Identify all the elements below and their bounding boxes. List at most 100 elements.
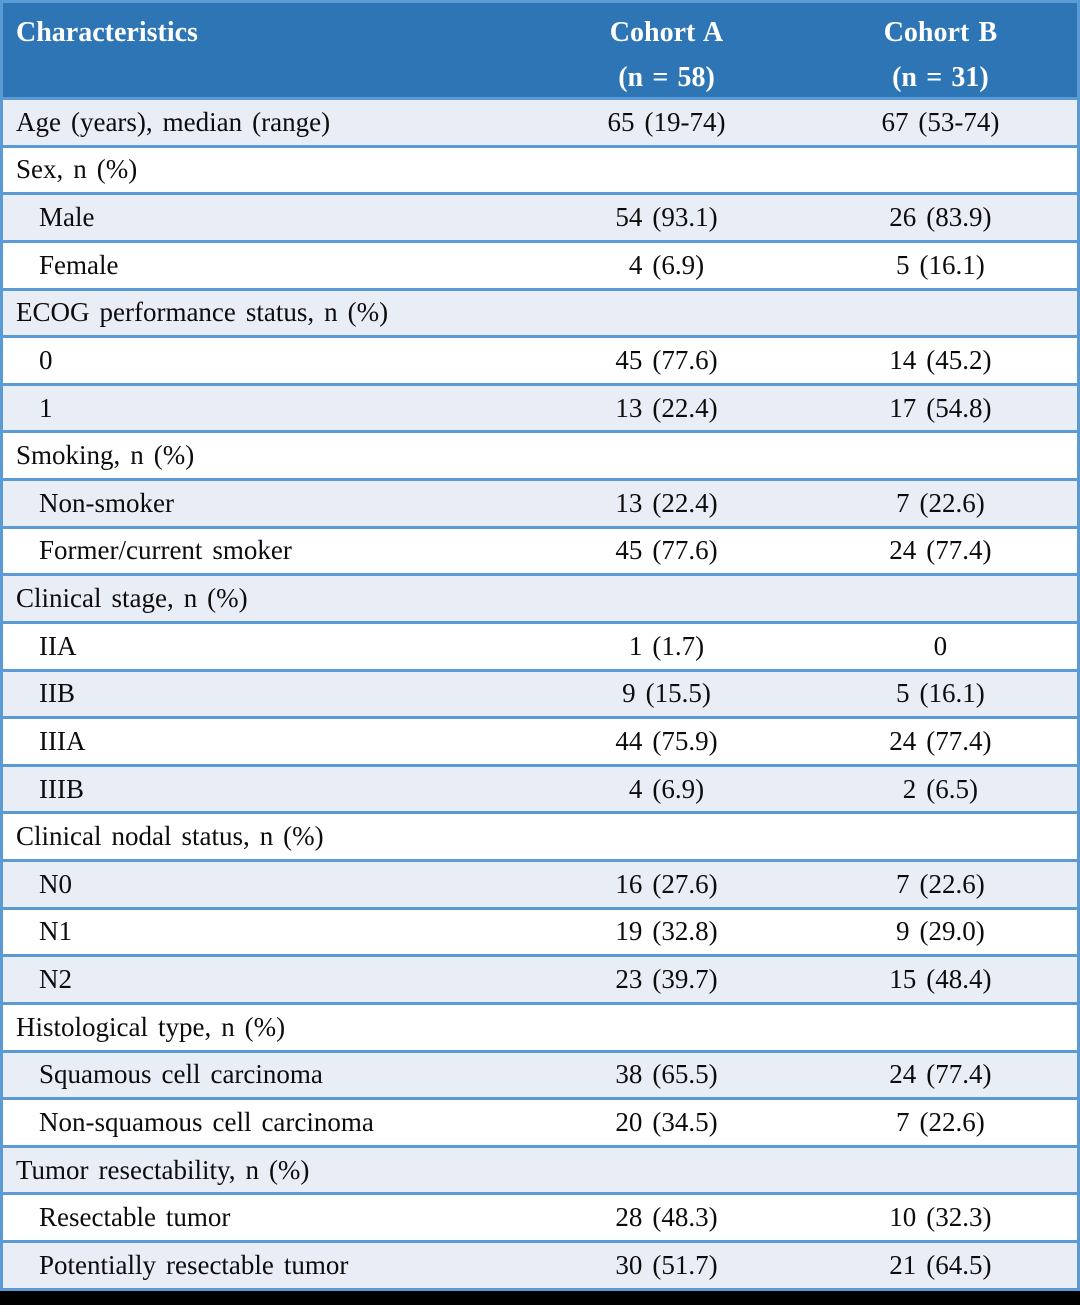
characteristic-label: Female [1, 239, 530, 291]
cohort-b-value: 24 (77.4) [803, 1049, 1079, 1101]
characteristic-label: Clinical stage, n (%) [1, 573, 530, 624]
table-row-ecog-1: 1 13 (22.4) 17 (54.8) [1, 382, 1079, 434]
cohort-a-value: 1 (1.7) [529, 620, 804, 672]
cohort-a-value: 65 (19-74) [529, 97, 804, 148]
characteristic-label: Resectable tumor [1, 1192, 530, 1243]
cohort-a-value: 54 (93.1) [529, 192, 804, 243]
characteristics-header-label: Characteristics [16, 17, 198, 48]
table-row-clinical-stage: Clinical stage, n (%) [1, 573, 1079, 624]
cohort-a-value: 9 (15.5) [529, 668, 804, 720]
header-row: Characteristics Cohort A (n = 58) Cohort… [1, 0, 1079, 100]
cohort-a-value: 45 (77.6) [529, 335, 804, 386]
cohort-b-value: 15 (48.4) [803, 954, 1079, 1005]
table-row-former-current-smoker: Former/current smoker 45 (77.6) 24 (77.4… [1, 525, 1079, 577]
table-row-tumor-resectability: Tumor resectability, n (%) [1, 1144, 1079, 1196]
cohort-b-value [803, 1001, 1079, 1053]
table-row-squamous: Squamous cell carcinoma 38 (65.5) 24 (77… [1, 1049, 1079, 1101]
table-row-potentially-resectable-tumor: Potentially resectable tumor 30 (51.7) 2… [1, 1240, 1079, 1291]
cohort-a-value [529, 287, 804, 339]
table-row-ecog: ECOG performance status, n (%) [1, 287, 1079, 339]
cohort-b-value: 24 (77.4) [803, 525, 1079, 577]
cohort-b-title: Cohort B [883, 17, 998, 48]
table-row-male: Male 54 (93.1) 26 (83.9) [1, 192, 1079, 243]
cohort-a-value: 44 (75.9) [529, 716, 804, 767]
table-row-n1: N1 19 (32.8) 9 (29.0) [1, 906, 1079, 958]
characteristic-label: Non-squamous cell carcinoma [1, 1097, 530, 1148]
characteristic-label: Sex, n (%) [1, 144, 530, 196]
characteristic-label: Histological type, n (%) [1, 1001, 530, 1053]
cohort-a-value: 4 (6.9) [529, 763, 804, 815]
cohort-a-value [529, 573, 804, 624]
table-row-non-smoker: Non-smoker 13 (22.4) 7 (22.6) [1, 478, 1079, 529]
cohort-a-value [529, 144, 804, 196]
cohort-b-value: 14 (45.2) [803, 335, 1079, 386]
cohort-a-value: 20 (34.5) [529, 1097, 804, 1148]
characteristic-label: IIA [1, 620, 530, 672]
table-row-n0: N0 16 (27.6) 7 (22.6) [1, 859, 1079, 910]
characteristic-label: Potentially resectable tumor [1, 1240, 530, 1291]
cohort-b-value: 0 [803, 620, 1079, 672]
cohort-a-value: 30 (51.7) [529, 1240, 804, 1291]
cohort-a-value: 4 (6.9) [529, 239, 804, 291]
table-row-n2: N2 23 (39.7) 15 (48.4) [1, 954, 1079, 1005]
cohort-b-value [803, 430, 1079, 481]
cohort-b-value [803, 287, 1079, 339]
column-header-cohort-a: Cohort A (n = 58) [529, 0, 804, 100]
characteristic-label: ECOG performance status, n (%) [1, 287, 530, 339]
table-row-non-squamous: Non-squamous cell carcinoma 20 (34.5) 7 … [1, 1097, 1079, 1148]
characteristic-label: N0 [1, 859, 530, 910]
characteristic-label: Squamous cell carcinoma [1, 1049, 530, 1101]
cohort-b-count: (n = 31) [892, 62, 989, 93]
cohort-b-value: 7 (22.6) [803, 859, 1079, 910]
cohort-a-value: 19 (32.8) [529, 906, 804, 958]
characteristic-label: 0 [1, 335, 530, 386]
cohort-b-value: 24 (77.4) [803, 716, 1079, 767]
cohort-b-value: 67 (53-74) [803, 97, 1079, 148]
cohort-b-value: 9 (29.0) [803, 906, 1079, 958]
table-row-histological-type: Histological type, n (%) [1, 1001, 1079, 1053]
cohort-b-value [803, 573, 1079, 624]
table-row-ecog-0: 0 45 (77.6) 14 (45.2) [1, 335, 1079, 386]
cohort-b-value [803, 1144, 1079, 1196]
cohort-b-value: 7 (22.6) [803, 1097, 1079, 1148]
cohort-b-value [803, 144, 1079, 196]
characteristic-label: N1 [1, 906, 530, 958]
cohort-b-value: 10 (32.3) [803, 1192, 1079, 1243]
cohort-a-count: (n = 58) [618, 62, 715, 93]
characteristic-label: IIIB [1, 763, 530, 815]
column-header-characteristics: Characteristics [1, 0, 530, 100]
cohort-a-title: Cohort A [609, 17, 724, 48]
cohort-a-value: 45 (77.6) [529, 525, 804, 577]
cohort-b-value: 2 (6.5) [803, 763, 1079, 815]
table-body: Age (years), median (range) 65 (19-74) 6… [1, 97, 1079, 1291]
table-row-stage-iiib: IIIB 4 (6.9) 2 (6.5) [1, 763, 1079, 815]
table-row-clinical-nodal-status: Clinical nodal status, n (%) [1, 811, 1079, 862]
table-row-stage-iiia: IIIA 44 (75.9) 24 (77.4) [1, 716, 1079, 767]
cohort-a-value: 13 (22.4) [529, 478, 804, 529]
characteristic-label: IIIA [1, 716, 530, 767]
characteristic-label: Male [1, 192, 530, 243]
characteristic-label: Former/current smoker [1, 525, 530, 577]
cohort-b-value: 17 (54.8) [803, 382, 1079, 434]
table-row-resectable-tumor: Resectable tumor 28 (48.3) 10 (32.3) [1, 1192, 1079, 1243]
table-row-stage-iia: IIA 1 (1.7) 0 [1, 620, 1079, 672]
characteristic-label: IIB [1, 668, 530, 720]
cohort-b-value: 5 (16.1) [803, 239, 1079, 291]
cohort-a-value: 16 (27.6) [529, 859, 804, 910]
characteristic-label: Tumor resectability, n (%) [1, 1144, 530, 1196]
cohort-a-value: 23 (39.7) [529, 954, 804, 1005]
table-row-sex: Sex, n (%) [1, 144, 1079, 196]
table-row-age: Age (years), median (range) 65 (19-74) 6… [1, 97, 1079, 148]
cohort-a-value [529, 1001, 804, 1053]
characteristic-label: Age (years), median (range) [1, 97, 530, 148]
characteristic-label: Non-smoker [1, 478, 530, 529]
cohort-a-value: 13 (22.4) [529, 382, 804, 434]
cohort-a-value: 38 (65.5) [529, 1049, 804, 1101]
cohort-b-value [803, 811, 1079, 862]
characteristic-label: 1 [1, 382, 530, 434]
table-row-female: Female 4 (6.9) 5 (16.1) [1, 239, 1079, 291]
characteristic-label: Smoking, n (%) [1, 430, 530, 481]
column-header-cohort-b: Cohort B (n = 31) [803, 0, 1079, 100]
